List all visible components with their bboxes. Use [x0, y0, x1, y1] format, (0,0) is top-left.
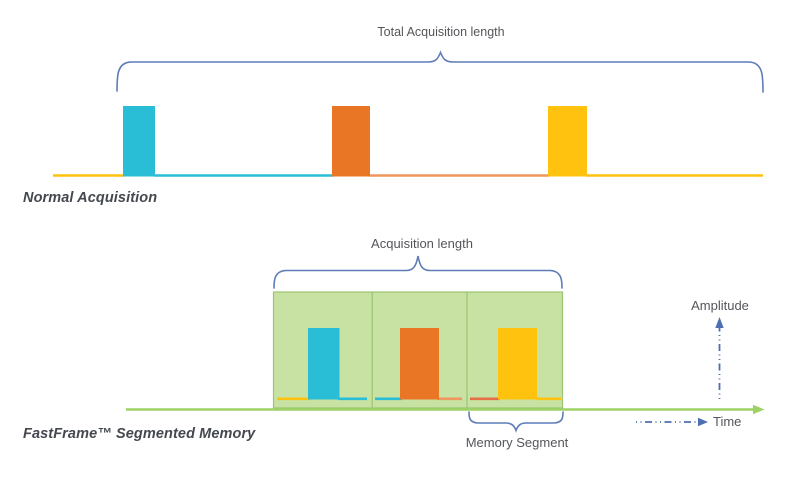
- total-acquisition-brace: [116, 50, 764, 93]
- normal-acquisition-caption: Normal Acquisition: [23, 190, 158, 206]
- fastframe-caption: FastFrame™ Segmented Memory: [23, 426, 256, 442]
- amplitude-label: Amplitude: [691, 298, 749, 313]
- pulse-yellow: [548, 106, 587, 177]
- total-acquisition-length-label: Total Acquisition length: [377, 25, 505, 39]
- pulse-orange: [332, 106, 370, 177]
- seg3-pulse-yellow: [498, 328, 537, 400]
- fastframe-segmented-diagram: [126, 255, 765, 433]
- normal-acquisition-diagram: [53, 50, 764, 177]
- pulse-cyan: [123, 106, 155, 177]
- memory-segment-brace: [468, 411, 564, 433]
- time-axis-arrowhead: [753, 404, 765, 415]
- amplitude-axis-arrowhead: [715, 317, 724, 328]
- acquisition-length-label: Acquisition length: [371, 236, 473, 251]
- memory-segment-label: Memory Segment: [465, 435, 569, 450]
- time-label: Time: [713, 414, 742, 429]
- seg1-pulse-cyan: [308, 328, 340, 400]
- seg2-pulse-orange: [400, 328, 439, 400]
- acquisition-length-brace: [273, 255, 563, 289]
- time-arrowhead: [698, 417, 708, 427]
